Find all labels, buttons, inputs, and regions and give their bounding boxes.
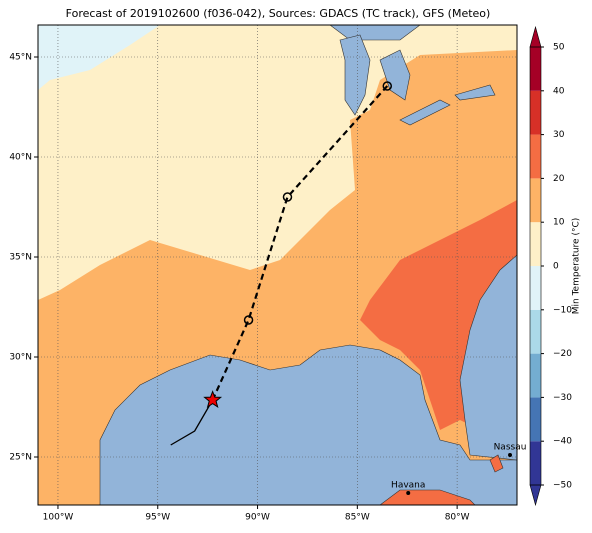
lon-tick-label: 85°W xyxy=(345,513,370,523)
lat-tick-label: 30°N xyxy=(9,353,32,363)
cool-region xyxy=(38,25,517,300)
colorbar-extend-low xyxy=(529,484,542,507)
bahamas xyxy=(489,454,504,473)
colorbar-bin xyxy=(530,90,541,135)
past-track xyxy=(170,399,214,446)
colorbar-bin xyxy=(530,134,541,179)
map xyxy=(38,25,517,505)
lat-tick-label: 40°N xyxy=(9,153,32,163)
city-dot xyxy=(508,453,513,457)
colorbar-tick-label: 20 xyxy=(553,174,565,184)
overlay xyxy=(38,25,517,505)
track-point xyxy=(382,81,393,91)
lon-tick-label: 100°W xyxy=(43,513,74,523)
track-point xyxy=(282,192,293,202)
lat-tick-label: 45°N xyxy=(9,53,32,63)
city-dot xyxy=(406,491,411,495)
lake-erie xyxy=(399,99,451,126)
colorbar-bin xyxy=(530,309,541,354)
lon-tick-label: 90°W xyxy=(245,513,270,523)
colorbar-tick-label: −30 xyxy=(553,393,572,403)
colorbar-tick-label: 30 xyxy=(553,130,565,140)
colorbar-bin xyxy=(530,222,541,266)
lon-tick-label: 80°W xyxy=(445,513,470,523)
colorbar-bin xyxy=(530,266,541,310)
colorbar-extend-high xyxy=(529,25,542,48)
colorbar-bin xyxy=(530,397,541,442)
lake-huron xyxy=(379,49,411,101)
lat-tick-label: 35°N xyxy=(9,253,32,263)
cold-region xyxy=(38,25,160,90)
colorbar-tick-label: −50 xyxy=(553,481,572,491)
lake-michigan xyxy=(339,34,371,116)
colorbar-label: Min Temperature (°C) xyxy=(572,218,582,315)
lat-tick-label: 25°N xyxy=(9,453,32,463)
colorbar-tick-label: 50 xyxy=(553,43,565,53)
colorbar-bin xyxy=(530,178,541,223)
map-frame xyxy=(37,24,518,506)
colorbar-bin xyxy=(530,47,541,91)
city-label: Nassau xyxy=(494,443,527,453)
colorbar-tick-label: −20 xyxy=(553,349,572,359)
lake-ontario xyxy=(454,84,496,101)
colorbar-tick-label: 0 xyxy=(553,262,559,272)
track-point xyxy=(243,315,254,325)
colorbar-tick-label: −40 xyxy=(553,437,572,447)
colorbar-tick-label: 40 xyxy=(553,86,565,96)
atlantic-ocean xyxy=(459,254,517,461)
lon-tick-label: 95°W xyxy=(145,513,170,523)
title: Forecast of 2019102600 (f036-042), Sourc… xyxy=(66,7,491,20)
colorbar-tick-label: −10 xyxy=(553,305,572,315)
colorbar-bin xyxy=(530,441,541,485)
colorbar-tick-label: 10 xyxy=(553,218,565,228)
city-label: Havana xyxy=(391,481,425,491)
storm-position xyxy=(203,390,223,409)
forecast-track xyxy=(211,85,389,401)
gulf-of-mexico xyxy=(99,344,517,505)
lake-superior xyxy=(329,25,421,41)
cuba xyxy=(379,489,476,505)
colorbar-bin xyxy=(530,353,541,398)
